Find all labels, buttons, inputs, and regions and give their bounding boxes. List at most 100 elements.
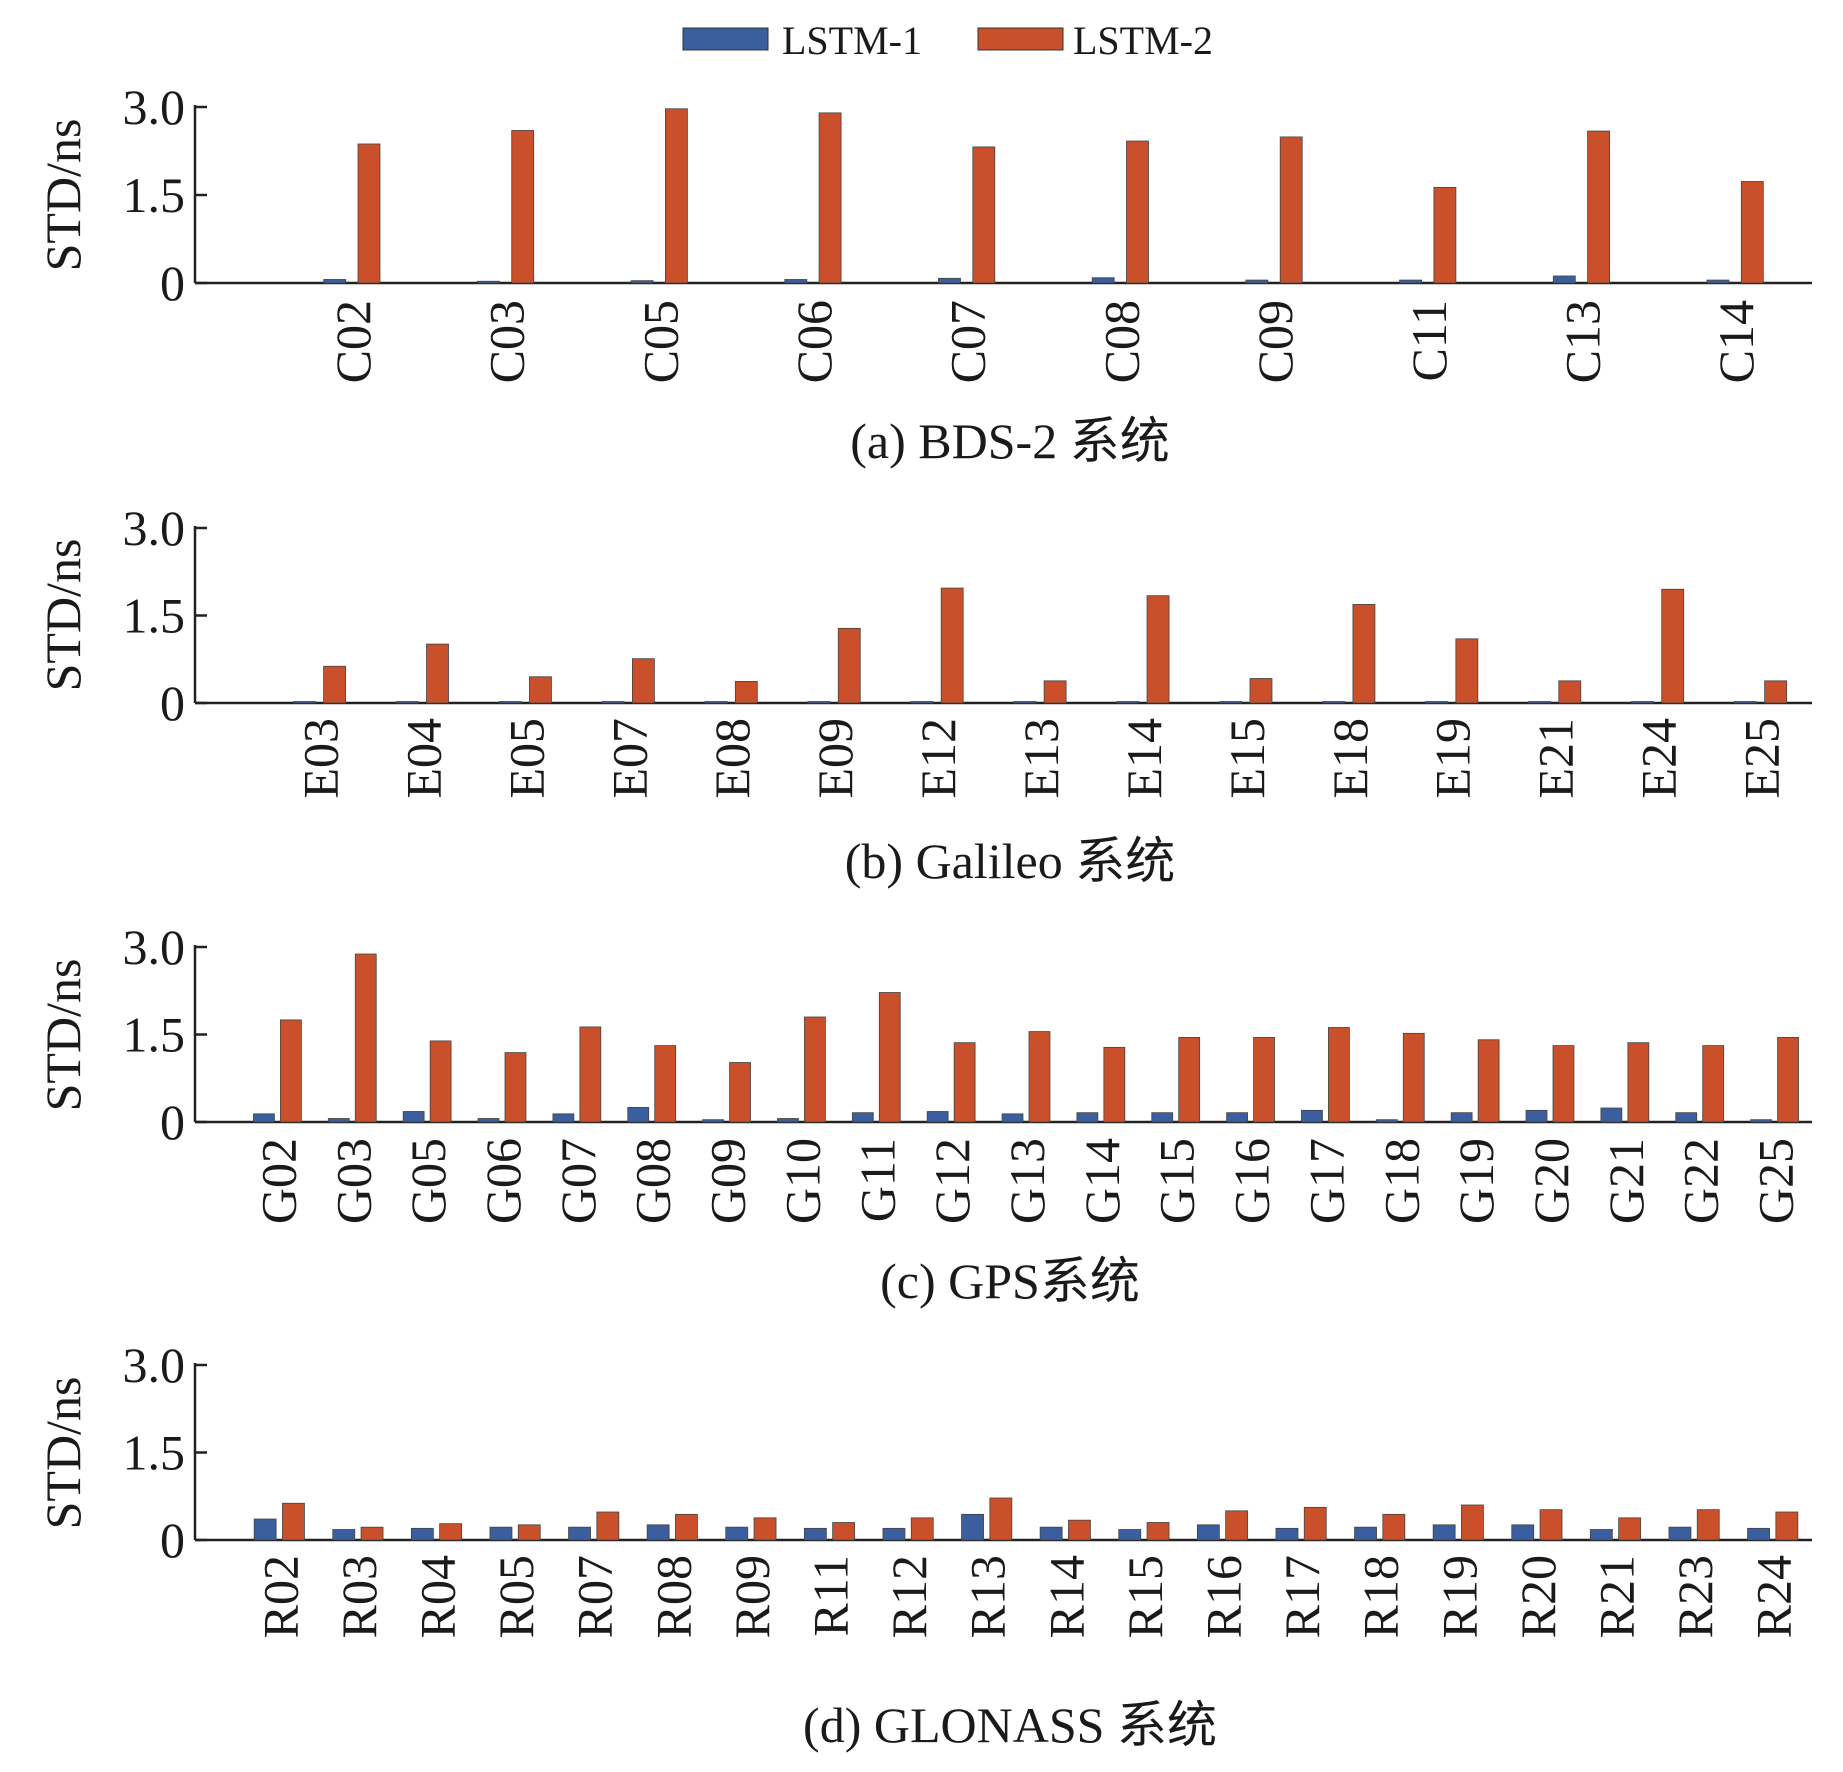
- bar-r21-lstm-1: [1589, 1529, 1613, 1541]
- x-tick-label: G05: [400, 1138, 456, 1224]
- x-tick-label: E21: [1528, 718, 1584, 799]
- x-tick-label: E07: [601, 718, 657, 799]
- x-tick-label: R08: [645, 1555, 701, 1638]
- bar-r13-lstm-1: [961, 1513, 984, 1541]
- bar-g17-lstm-2: [1328, 1027, 1350, 1123]
- y-tick-label: 1.5: [123, 588, 186, 644]
- bar-g20-lstm-2: [1552, 1045, 1575, 1123]
- x-tick-label: G21: [1598, 1138, 1654, 1224]
- bar-c11-lstm-1: [1399, 279, 1423, 284]
- bar-g16-lstm-1: [1226, 1112, 1248, 1123]
- bar-c07-lstm-2: [972, 146, 996, 284]
- bar-g10-lstm-2: [804, 1016, 826, 1123]
- bar-g16-lstm-2: [1253, 1037, 1275, 1123]
- x-tick-label: R21: [1589, 1555, 1645, 1638]
- x-tick-label: C03: [479, 300, 535, 383]
- y-tick-label: 1.5: [123, 167, 186, 223]
- bar-g11-lstm-1: [851, 1112, 874, 1123]
- bar-r15-lstm-1: [1118, 1529, 1142, 1541]
- chart-panel-3: 3.0 1.5 0 STD/ns G02 G03 G05 G06 G07 G08 G09 G10 G11…: [35, 919, 1812, 1309]
- bar-e13-lstm-2: [1043, 680, 1067, 704]
- bar-g22-lstm-1: [1675, 1112, 1698, 1123]
- x-tick-label: G13: [999, 1138, 1055, 1224]
- bar-r24-lstm-1: [1747, 1527, 1770, 1541]
- bar-r24-lstm-2: [1775, 1511, 1799, 1541]
- x-tick-label: R14: [1038, 1555, 1094, 1638]
- x-tick-label: E04: [395, 718, 451, 799]
- y-axis-label: STD/ns: [35, 1377, 91, 1530]
- bar-r05-lstm-2: [517, 1524, 541, 1541]
- y-tick-label: 0: [160, 1512, 185, 1568]
- y-tick-label: 3.0: [123, 1337, 186, 1393]
- bar-g05-lstm-2: [429, 1040, 452, 1123]
- bar-r15-lstm-2: [1146, 1522, 1170, 1541]
- bar-r05-lstm-1: [489, 1526, 513, 1541]
- legend-swatch-lstm-2: [977, 27, 1064, 51]
- bar-g08-lstm-2: [654, 1045, 677, 1123]
- x-tick-label: R17: [1274, 1555, 1330, 1638]
- bar-c06-lstm-2: [818, 112, 842, 284]
- bar-e19-lstm-2: [1455, 638, 1479, 704]
- bar-g14-lstm-1: [1076, 1112, 1099, 1123]
- y-tick-label: 3.0: [123, 79, 186, 135]
- x-tick-label: E24: [1631, 718, 1687, 799]
- bar-r08-lstm-1: [646, 1524, 670, 1541]
- bar-r07-lstm-2: [596, 1511, 620, 1541]
- bar-g17-lstm-1: [1301, 1109, 1323, 1123]
- x-tick-label: R04: [410, 1555, 466, 1638]
- panel-caption: (b) Galileo 系统: [845, 833, 1175, 889]
- legend: LSTM-1 LSTM-2: [682, 18, 1213, 63]
- bar-r09-lstm-1: [725, 1526, 749, 1541]
- bar-r02-lstm-1: [253, 1518, 277, 1541]
- bar-r02-lstm-2: [282, 1502, 305, 1541]
- bar-e24-lstm-2: [1661, 588, 1685, 704]
- bar-g18-lstm-1: [1375, 1119, 1398, 1123]
- bar-g18-lstm-2: [1402, 1032, 1425, 1123]
- x-tick-label: R20: [1510, 1555, 1566, 1638]
- x-tick-label: R11: [803, 1555, 859, 1637]
- panel-caption: (c) GPS系统: [880, 1253, 1140, 1309]
- x-tick-label: E09: [807, 718, 863, 799]
- bar-g15-lstm-2: [1178, 1037, 1201, 1123]
- bar-e05-lstm-2: [529, 676, 552, 704]
- bar-e21-lstm-2: [1558, 680, 1582, 704]
- x-tick-label: R24: [1746, 1555, 1802, 1638]
- bar-c14-lstm-2: [1740, 181, 1764, 284]
- bar-c05-lstm-2: [664, 108, 688, 284]
- bar-r17-lstm-2: [1303, 1506, 1327, 1541]
- panel-caption: (a) BDS-2 系统: [850, 413, 1169, 469]
- bar-e21-lstm-1: [1528, 701, 1551, 704]
- x-tick-label: R18: [1353, 1555, 1409, 1638]
- bar-g21-lstm-2: [1627, 1042, 1650, 1123]
- x-tick-label: E14: [1116, 718, 1172, 799]
- bar-c13-lstm-2: [1587, 130, 1610, 284]
- bar-e19-lstm-1: [1425, 701, 1449, 704]
- bar-e05-lstm-1: [498, 701, 522, 704]
- bar-g14-lstm-2: [1103, 1046, 1126, 1123]
- bar-e12-lstm-1: [910, 701, 934, 704]
- bar-g21-lstm-1: [1600, 1107, 1623, 1123]
- bar-c14-lstm-1: [1706, 279, 1730, 284]
- y-tick-label: 1.5: [123, 1425, 186, 1481]
- bar-c03-lstm-2: [511, 130, 535, 284]
- bar-g07-lstm-2: [579, 1026, 602, 1123]
- x-tick-label: E13: [1013, 718, 1069, 799]
- bar-g03-lstm-1: [327, 1118, 350, 1123]
- x-tick-label: G14: [1074, 1138, 1130, 1224]
- legend-label-lstm-2: LSTM-2: [1073, 18, 1213, 63]
- x-tick-label: G22: [1673, 1138, 1729, 1224]
- x-tick-label: E18: [1322, 718, 1378, 799]
- x-tick-label: C13: [1554, 300, 1610, 383]
- bar-r16-lstm-1: [1196, 1524, 1220, 1541]
- bar-r12-lstm-2: [910, 1517, 934, 1541]
- x-tick-label: R13: [960, 1555, 1016, 1638]
- bar-r04-lstm-1: [410, 1527, 434, 1541]
- x-tick-label: G20: [1523, 1138, 1579, 1224]
- x-tick-label: C05: [632, 300, 688, 383]
- bar-g09-lstm-2: [729, 1062, 751, 1123]
- bar-g08-lstm-1: [627, 1107, 650, 1123]
- x-tick-label: G18: [1373, 1138, 1429, 1224]
- bar-e24-lstm-1: [1631, 701, 1654, 704]
- legend-swatch-lstm-1: [682, 27, 769, 51]
- bar-e25-lstm-2: [1764, 680, 1788, 704]
